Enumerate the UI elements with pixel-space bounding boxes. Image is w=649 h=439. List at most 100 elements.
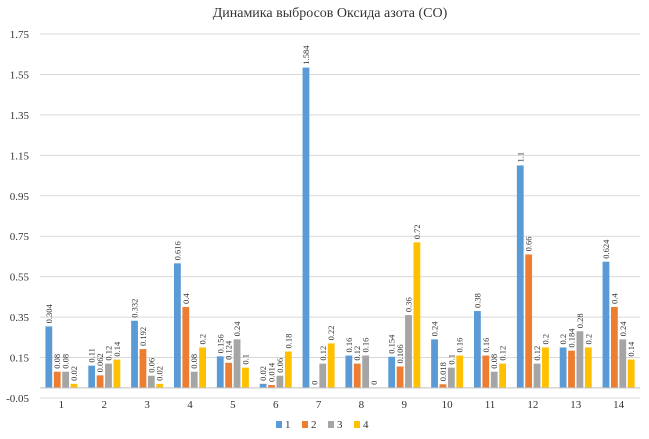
x-tick-label: 5 — [230, 399, 236, 411]
legend-swatch — [276, 421, 282, 428]
data-label: 0.12 — [498, 346, 508, 361]
y-tick-label: 0.95 — [10, 191, 30, 203]
bar — [362, 355, 370, 388]
data-label: 1.584 — [301, 45, 311, 65]
bar — [156, 383, 164, 388]
data-label: 0.2 — [583, 334, 593, 345]
bar — [602, 261, 610, 388]
data-label: 0.2 — [198, 334, 208, 345]
bar — [242, 367, 249, 388]
x-tick-label: 8 — [359, 399, 365, 411]
x-tick-label: 4 — [187, 399, 193, 411]
bar — [147, 375, 155, 388]
data-label: 0.1 — [240, 354, 250, 365]
data-label: 0.24 — [232, 321, 242, 337]
bar — [396, 366, 404, 388]
y-tick-label: 1.55 — [10, 69, 30, 81]
data-label: 0.018 — [438, 362, 448, 381]
x-axis: 1 2 3 4 5 6 7 8 9 10 11 12 13 14 — [40, 387, 640, 411]
data-label: 0.124 — [224, 340, 234, 360]
chart-title: Динамика выбросов Оксида азота (CO) — [213, 6, 448, 21]
data-label: 0.184 — [567, 328, 577, 348]
bar — [284, 351, 292, 388]
bar — [619, 339, 627, 388]
y-tick-label: 0.55 — [10, 272, 30, 284]
x-tick-label: 3 — [144, 399, 150, 411]
data-label: 0.2 — [558, 334, 568, 345]
x-tick-label: 11 — [485, 399, 496, 411]
bar — [627, 359, 635, 388]
bar — [276, 375, 284, 388]
data-label: 0.11 — [87, 348, 97, 363]
data-label: 0.08 — [61, 354, 71, 369]
data-label: 0.16 — [344, 338, 354, 353]
data-label: 0.38 — [472, 293, 482, 308]
x-tick-label: 14 — [613, 399, 625, 411]
y-tick-label: 1.15 — [10, 150, 30, 162]
data-label: 0.12 — [103, 346, 113, 361]
data-label: 0.02 — [69, 366, 79, 381]
bar — [216, 356, 224, 388]
legend-swatch — [328, 421, 334, 428]
bar — [533, 363, 541, 388]
bar — [474, 311, 481, 388]
bar — [190, 371, 198, 388]
bar — [105, 363, 112, 388]
y-tick-label: -0.05 — [6, 393, 29, 405]
legend-swatch — [302, 421, 308, 428]
bar — [88, 365, 96, 388]
bar — [139, 349, 147, 388]
y-tick-label: 0.35 — [10, 312, 30, 324]
data-label: 0.106 — [395, 344, 405, 363]
bar — [70, 383, 78, 388]
bar — [113, 359, 121, 388]
y-axis: 1.75 1.55 1.35 1.15 0.95 0.75 0.55 0.35 0.15 -0.0… — [6, 29, 29, 405]
data-label: 0.12 — [352, 346, 362, 361]
bar — [456, 355, 464, 388]
data-label: 0.192 — [138, 327, 148, 346]
data-label: 0.2 — [540, 334, 550, 345]
data-label: 0.18 — [283, 334, 293, 349]
bar — [96, 375, 104, 388]
data-label: 0.72 — [412, 224, 422, 239]
bar — [174, 263, 181, 388]
bar — [327, 343, 335, 388]
bar — [131, 320, 138, 388]
x-tick-label: 1 — [59, 399, 65, 411]
data-label: 0.08 — [189, 354, 199, 369]
data-label: 0 — [309, 381, 319, 385]
data-label: 0.1 — [446, 354, 456, 365]
data-label: 0.16 — [455, 338, 465, 353]
legend-label: 1 — [285, 419, 291, 431]
data-label: 0.66 — [524, 237, 534, 252]
y-tick-label: 1.35 — [10, 110, 30, 122]
data-label: 0.36 — [403, 297, 413, 312]
bar — [610, 307, 618, 388]
bar — [584, 347, 592, 388]
data-label: 0.4 — [181, 293, 191, 304]
bars — [45, 67, 635, 388]
legend-label: 4 — [363, 419, 369, 431]
legend-swatch — [354, 421, 360, 428]
data-label: 0.062 — [95, 353, 105, 372]
bar — [431, 339, 438, 388]
bar — [413, 242, 421, 388]
bar — [559, 347, 567, 388]
bar — [53, 371, 61, 388]
data-label: 0 — [369, 381, 379, 385]
gridlines — [40, 33, 640, 399]
legend: 1 2 3 4 — [276, 419, 369, 431]
x-tick-label: 13 — [570, 399, 582, 411]
bar — [405, 315, 412, 388]
data-label: 0.22 — [326, 326, 336, 341]
data-label: 0.02 — [258, 366, 268, 381]
data-label: 0.014 — [267, 362, 277, 382]
data-label: 0.332 — [130, 299, 140, 318]
bar — [525, 254, 533, 388]
bar — [388, 356, 396, 388]
bar — [268, 385, 275, 388]
bar — [45, 326, 53, 388]
data-label: 0.12 — [532, 346, 542, 361]
bar — [259, 383, 267, 388]
